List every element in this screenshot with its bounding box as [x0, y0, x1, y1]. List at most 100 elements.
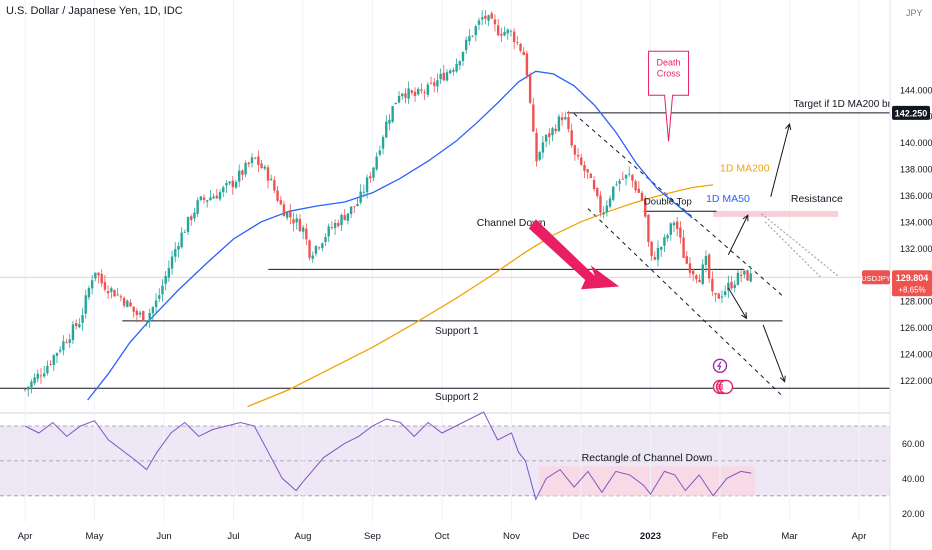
candle-body — [55, 353, 59, 356]
candle-body — [142, 311, 145, 322]
candle-body — [74, 322, 78, 327]
candle-body — [333, 222, 337, 229]
candle-body — [544, 134, 548, 142]
support1-label: Support 1 — [435, 326, 479, 337]
candle-body — [583, 165, 586, 171]
candle-body — [746, 270, 749, 281]
candle-body — [487, 15, 490, 21]
candle-body — [26, 386, 30, 390]
candle-body — [717, 293, 720, 299]
candle-body — [455, 63, 458, 72]
arrow-to-resistance-head — [742, 214, 749, 222]
double-top-label: Double Top — [644, 197, 692, 208]
ma200-line — [247, 184, 714, 408]
candle-body — [519, 43, 522, 51]
candle-body — [628, 173, 631, 175]
candle-body — [401, 93, 404, 97]
candle-body — [704, 256, 708, 266]
candle-body — [739, 274, 743, 276]
candle-body — [535, 132, 538, 162]
candle-body — [215, 195, 219, 199]
candle-body — [276, 190, 279, 201]
candle-body — [260, 163, 263, 168]
arrow-to-support2 — [762, 324, 786, 382]
x-tick-label: Jul — [227, 531, 239, 542]
y-tick-label: 144.000 — [900, 85, 932, 95]
candle-body — [369, 176, 372, 179]
candle-body — [46, 365, 49, 374]
x-tick-label: Apr — [852, 531, 867, 542]
arrow-to-target — [770, 124, 790, 197]
candle-body — [308, 240, 311, 258]
y-tick-label: 128.000 — [900, 297, 932, 307]
candle-body — [474, 26, 477, 36]
candle-body — [103, 282, 107, 290]
candle-body — [314, 246, 318, 254]
candle-body — [468, 36, 471, 42]
candle-body — [65, 342, 68, 344]
candle-body — [241, 170, 244, 175]
candle-body — [365, 177, 369, 193]
candle-body — [672, 222, 676, 226]
candle-body — [621, 178, 625, 180]
candle-body — [298, 219, 302, 232]
candle-body — [567, 117, 570, 130]
candle-body — [170, 256, 174, 269]
candle-body — [707, 254, 711, 279]
candle-body — [589, 173, 593, 179]
lightning-glyph — [716, 361, 722, 371]
candle-body — [36, 373, 39, 379]
candle-body — [496, 25, 500, 36]
ma50-label: 1D MA50 — [706, 193, 750, 205]
candle-body — [644, 199, 647, 217]
candle-body — [503, 32, 506, 36]
rsi-rectangle-label: Rectangle of Channel Down — [582, 452, 713, 464]
candle-body — [727, 282, 730, 291]
x-tick-label: Mar — [781, 531, 797, 542]
x-tick-label: 2023 — [640, 531, 661, 542]
candle-body — [122, 298, 126, 306]
candle-body — [650, 241, 653, 256]
candle-body — [522, 51, 525, 56]
y-tick-label: 126.000 — [900, 323, 932, 333]
resistance-zone — [713, 210, 839, 217]
candle-body — [500, 33, 503, 36]
candle-body — [528, 74, 532, 103]
candle-body — [206, 200, 209, 202]
target-label: Target if 1D MA200 breaks — [794, 99, 912, 110]
death-cross-label-2: Cross — [657, 68, 681, 78]
candle-body — [62, 341, 65, 351]
candle-body — [631, 174, 634, 181]
candle-body — [145, 320, 148, 322]
candle-body — [164, 275, 167, 284]
candle-body — [269, 178, 273, 181]
candle-body — [244, 162, 247, 175]
candle-body — [30, 381, 33, 388]
candle-body — [158, 295, 161, 299]
candle-body — [749, 273, 752, 282]
candle-body — [273, 180, 276, 191]
candle-body — [394, 102, 398, 105]
candle-body — [407, 88, 410, 99]
candle-body — [292, 219, 295, 224]
candle-body — [698, 279, 701, 283]
candle-body — [666, 235, 669, 239]
x-tick-label: Dec — [573, 531, 590, 542]
x-tick-label: Aug — [295, 531, 312, 542]
candle-body — [484, 15, 487, 19]
candle-body — [285, 211, 289, 218]
candle-body — [586, 169, 589, 173]
candle-body — [138, 312, 142, 315]
candle-body — [282, 204, 286, 217]
candle-body — [42, 373, 46, 377]
candle-body — [730, 281, 733, 289]
candle-body — [190, 216, 193, 221]
candle-body — [701, 264, 704, 284]
rsi-tick-label: 60.00 — [902, 439, 925, 449]
candle-body — [480, 17, 484, 20]
candle-body — [471, 35, 474, 37]
candle-body — [330, 227, 334, 229]
candle-body — [669, 223, 672, 235]
ma200-label: 1D MA200 — [720, 163, 770, 175]
